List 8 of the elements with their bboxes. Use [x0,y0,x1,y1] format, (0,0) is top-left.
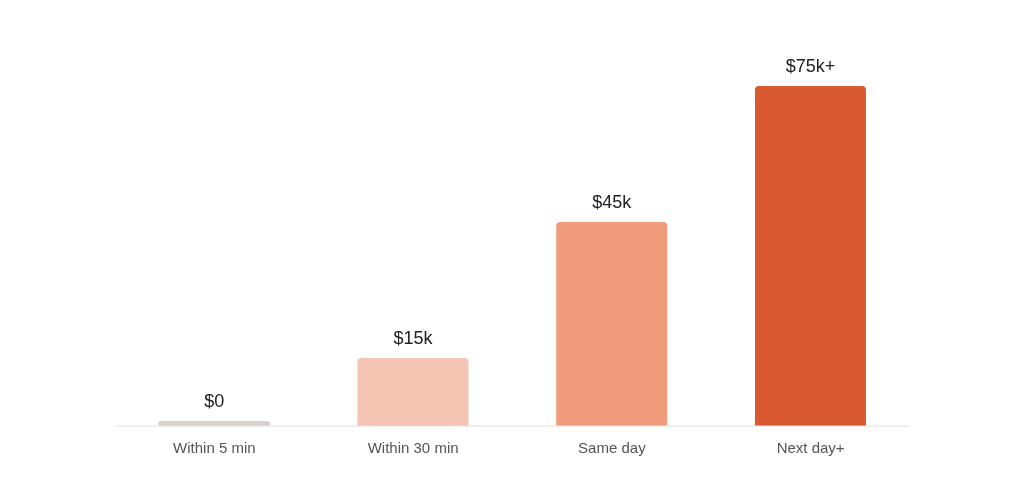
data-label: $45k [592,192,633,212]
x-tick-label: Same day [578,438,647,456]
data-label: $75k+ [785,56,836,76]
x-tick-label: Next day+ [776,438,845,456]
data-label: $0 [204,391,225,411]
x-tick-label: Within 5 min [173,438,256,456]
data-label: $15k [393,328,434,348]
x-tick-label: Within 30 min [367,438,459,456]
